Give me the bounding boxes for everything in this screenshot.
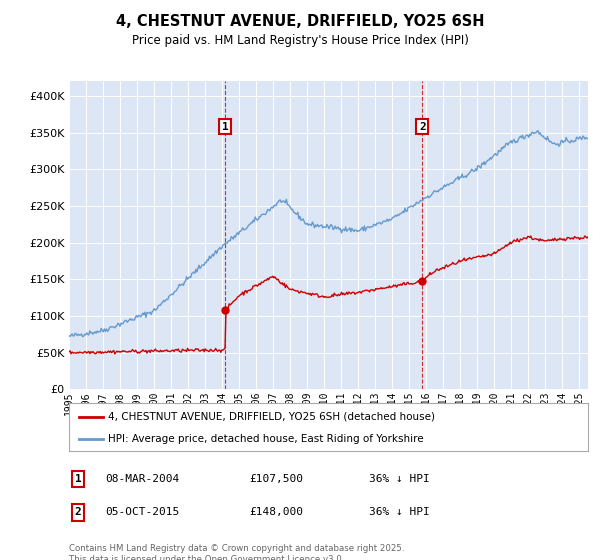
Text: 36% ↓ HPI: 36% ↓ HPI: [369, 474, 430, 484]
Text: 36% ↓ HPI: 36% ↓ HPI: [369, 507, 430, 517]
Text: 1: 1: [74, 474, 82, 484]
Text: 1: 1: [222, 122, 229, 132]
Text: £148,000: £148,000: [249, 507, 303, 517]
Text: Contains HM Land Registry data © Crown copyright and database right 2025.
This d: Contains HM Land Registry data © Crown c…: [69, 544, 404, 560]
Text: 4, CHESTNUT AVENUE, DRIFFIELD, YO25 6SH (detached house): 4, CHESTNUT AVENUE, DRIFFIELD, YO25 6SH …: [108, 412, 435, 422]
Text: 2: 2: [419, 122, 425, 132]
Text: £107,500: £107,500: [249, 474, 303, 484]
Text: 4, CHESTNUT AVENUE, DRIFFIELD, YO25 6SH: 4, CHESTNUT AVENUE, DRIFFIELD, YO25 6SH: [116, 14, 484, 29]
Text: Price paid vs. HM Land Registry's House Price Index (HPI): Price paid vs. HM Land Registry's House …: [131, 34, 469, 46]
Text: 2: 2: [74, 507, 82, 517]
Text: HPI: Average price, detached house, East Riding of Yorkshire: HPI: Average price, detached house, East…: [108, 434, 424, 444]
Text: 08-MAR-2004: 08-MAR-2004: [105, 474, 179, 484]
Text: 05-OCT-2015: 05-OCT-2015: [105, 507, 179, 517]
